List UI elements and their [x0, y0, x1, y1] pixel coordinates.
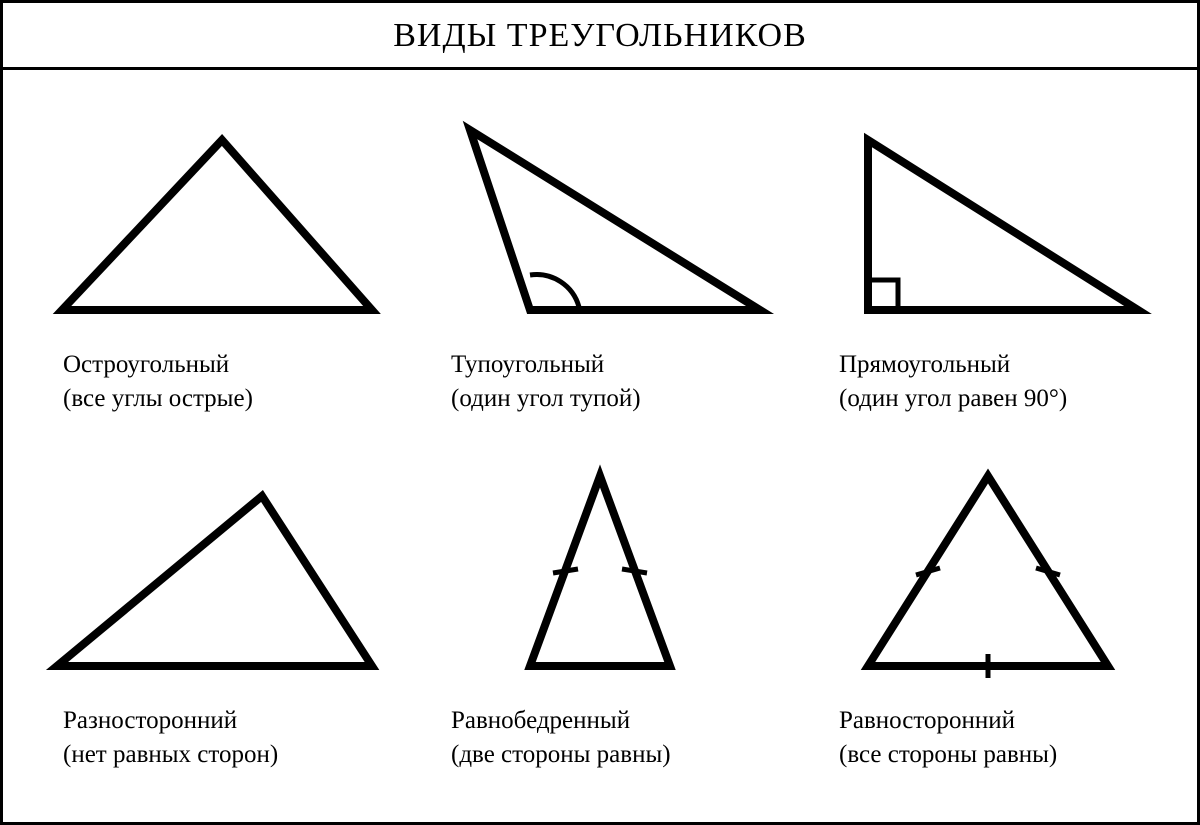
cell-acute: Остроугольный (все углы острые) — [23, 100, 401, 446]
isosceles-triangle-icon — [420, 456, 780, 696]
diagram-frame: ВИДЫ ТРЕУГОЛЬНИКОВ Остроугольный (все уг… — [0, 0, 1200, 825]
title: ВИДЫ ТРЕУГОЛЬНИКОВ — [3, 3, 1197, 70]
caption-acute: Остроугольный (все углы острые) — [23, 348, 253, 416]
cell-scalene: Разносторонний (нет равных сторон) — [23, 456, 401, 802]
equilateral-triangle-icon — [808, 456, 1168, 696]
cell-right: Прямоугольный (один угол равен 90°) — [799, 100, 1177, 446]
triangle-grid: Остроугольный (все углы острые) Тупоугол… — [3, 70, 1197, 822]
caption-right: Прямоугольный (один угол равен 90°) — [799, 348, 1067, 416]
caption-equilateral: Равносторонний (все стороны равны) — [799, 704, 1057, 772]
right-triangle-icon — [808, 100, 1168, 340]
cell-isosceles: Равнобедренный (две стороны равны) — [411, 456, 789, 802]
caption-obtuse: Тупоугольный (один угол тупой) — [411, 348, 641, 416]
acute-triangle-icon — [32, 100, 392, 340]
caption-isosceles: Равнобедренный (две стороны равны) — [411, 704, 671, 772]
caption-scalene: Разносторонний (нет равных сторон) — [23, 704, 278, 772]
scalene-triangle-icon — [32, 456, 392, 696]
cell-equilateral: Равносторонний (все стороны равны) — [799, 456, 1177, 802]
obtuse-triangle-icon — [420, 100, 780, 340]
cell-obtuse: Тупоугольный (один угол тупой) — [411, 100, 789, 446]
